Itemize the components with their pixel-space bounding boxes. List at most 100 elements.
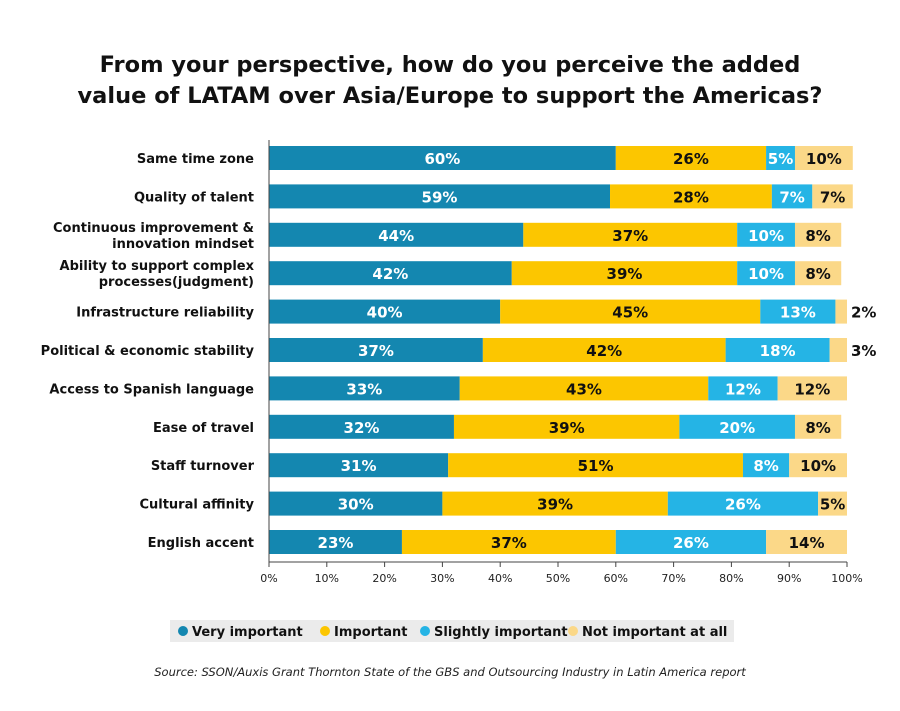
bar-segment [829,338,847,362]
bar-segment [615,530,767,554]
data-label: 42% [372,265,408,283]
chart-title: From your perspective, how do you percei… [0,50,900,112]
legend-marker [320,626,330,636]
bar-segment [269,530,402,554]
bar-segment [615,146,767,170]
bar-segment [448,453,743,478]
bar-segment [737,222,795,247]
bar-segment [777,376,847,401]
bar-segment [812,184,853,209]
data-label: 14% [789,534,825,552]
category-label: Same time zone [137,152,254,167]
legend-marker [178,626,188,636]
data-label: 10% [800,457,836,475]
legend-label: Not important at all [582,625,727,640]
data-label: 39% [607,265,643,283]
x-tick-label: 70% [661,572,685,585]
data-label: 26% [673,534,709,552]
bar-segment [818,491,847,516]
data-label: 51% [578,457,614,475]
bar-segment [523,222,738,247]
bar-segment [269,222,524,247]
source-note: Source: SSON/Auxis Grant Thornton State … [154,665,746,679]
category-label: Staff turnover [151,459,255,474]
data-label: 42% [586,342,622,360]
data-label: 8% [805,419,830,437]
bar-segment [482,338,726,362]
bar-segment [679,414,795,439]
bar-segment [708,376,778,401]
x-tick-label: 0% [260,572,277,585]
data-label: 33% [346,380,382,398]
bar-segment [771,184,813,209]
category-label: Political & economic stability [41,344,255,359]
bar-segment [794,146,853,170]
data-label: 7% [820,188,845,206]
bar-segment [610,184,772,209]
data-label: 8% [753,457,778,475]
bar-segment [742,453,790,478]
bar-segment [794,222,842,247]
data-label: 12% [794,380,830,398]
bar-segment [459,376,709,401]
data-label: 26% [725,496,761,514]
category-label: Infrastructure reliability [76,306,254,321]
x-tick-label: 40% [488,572,512,585]
data-label: 13% [780,304,816,322]
category-label: Cultural affinity [139,498,254,513]
data-label: 10% [748,265,784,283]
bar-segment [401,530,616,554]
legend-label: Important [334,625,408,640]
data-label: 37% [491,534,527,552]
category-label: Continuous improvement & innovation minds… [53,221,254,252]
bar-segment [794,414,842,439]
category-label: Quality of talent [134,190,254,205]
x-tick-label: 10% [315,572,339,585]
bar-segment [835,299,847,324]
x-tick-label: 50% [546,572,570,585]
bar-segment [269,338,483,362]
bar-segment [269,299,501,324]
bar-segment [269,453,449,478]
data-label: 8% [805,227,830,245]
bar-segment [269,414,454,439]
data-label: 39% [549,419,585,437]
bar-segment [667,491,819,516]
chart-title-line-2: value of LATAM over Asia/Europe to suppo… [77,83,823,109]
category-label: Ability to support complex processes(judg… [60,259,255,290]
data-label: 23% [318,534,354,552]
data-label: 10% [748,227,784,245]
data-label: 31% [341,457,377,475]
data-label: 26% [673,150,709,168]
bar-segment [511,261,738,286]
data-label: 44% [378,227,414,245]
bar-segment [500,299,761,324]
bar-segment [269,184,611,209]
data-label: 37% [358,342,394,360]
data-label: 30% [338,496,374,514]
bar-segment [442,491,668,516]
bar-segment [269,491,443,516]
legend-label: Slightly important [434,625,568,640]
data-label: 40% [367,304,403,322]
category-label: English accent [148,536,254,551]
data-label: 43% [566,380,602,398]
bar-segment [789,453,847,478]
legend-marker [420,626,430,636]
data-label: 45% [612,304,648,322]
x-tick-label: 100% [831,572,862,585]
data-label: 3% [851,342,876,360]
legend-background [170,620,734,642]
x-tick-label: 30% [430,572,454,585]
legend-marker [568,626,578,636]
data-label: 28% [673,188,709,206]
x-tick-label: 90% [777,572,801,585]
x-tick-label: 60% [604,572,628,585]
data-label: 32% [344,419,380,437]
data-label: 5% [768,150,793,168]
bar-segment [766,146,795,170]
data-label: 37% [612,227,648,245]
chart-title-line-1: From your perspective, how do you percei… [99,52,801,78]
data-label: 39% [537,496,573,514]
